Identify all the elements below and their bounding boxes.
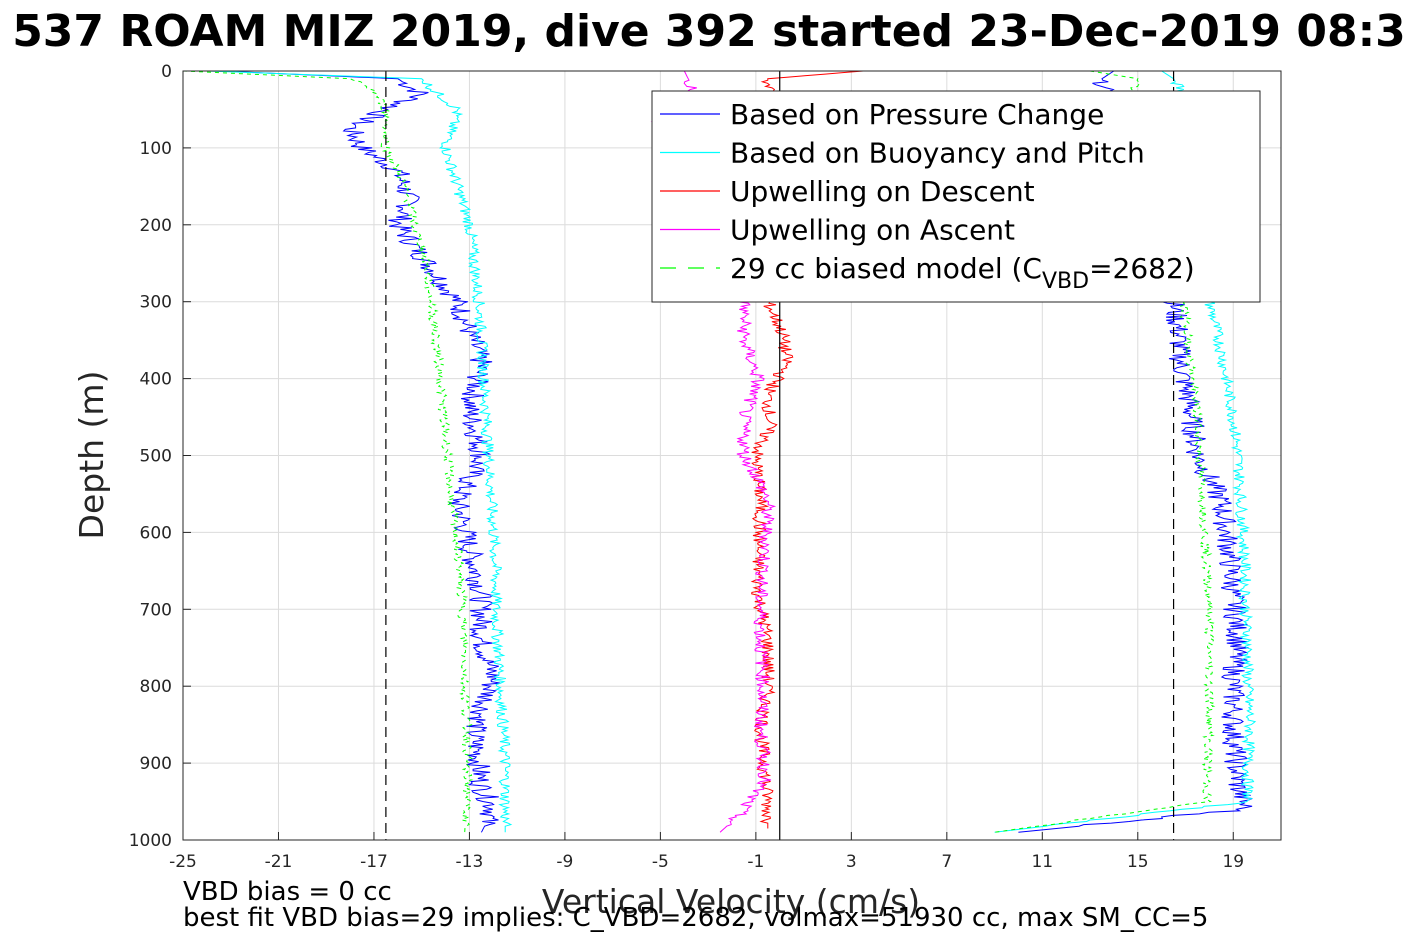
- legend-label-tail: =2682): [1089, 252, 1195, 285]
- x-tick-label: 19: [1222, 852, 1244, 872]
- x-tick-label: -21: [265, 852, 293, 872]
- legend-entry-label: 29 cc biased model (CVBD=2682): [730, 252, 1195, 294]
- legend-label-main: 29 cc biased model (C: [730, 252, 1042, 285]
- x-tick-label: 15: [1127, 852, 1149, 872]
- y-tick-label: 0: [161, 62, 172, 82]
- chart-title: 537 ROAM MIZ 2019, dive 392 started 23-D…: [12, 6, 1406, 57]
- y-tick-label: 500: [140, 447, 172, 467]
- series-line-0-descent: [218, 70, 501, 833]
- legend-label-subscript: VBD: [1042, 269, 1089, 294]
- x-tick-label: -5: [652, 852, 669, 872]
- x-tick-label: -17: [360, 852, 388, 872]
- series-line-1-descent: [206, 70, 513, 833]
- x-tick-label: -13: [456, 852, 484, 872]
- y-tick-label: 300: [140, 293, 172, 313]
- y-tick-label: 100: [140, 139, 172, 159]
- legend: Based on Pressure Change Based on Buoyanc…: [651, 90, 1261, 303]
- legend-entry-label: Upwelling on Ascent: [730, 214, 1015, 247]
- legend-box: [651, 90, 1261, 303]
- best-fit-note: best fit VBD bias=29 implies: C_VBD=2682…: [183, 903, 1209, 933]
- x-tick-label: -9: [556, 852, 573, 872]
- x-tick-label: 11: [1031, 852, 1053, 872]
- x-tick-label: 3: [846, 852, 857, 872]
- legend-entry-label: Based on Pressure Change: [730, 98, 1104, 131]
- series-line-4-descent: [182, 70, 474, 833]
- y-tick-label: 900: [140, 754, 172, 774]
- ticks: -25 -21 -17 -13 -9 -5 -1 3 7 11 15 1901002003004005…: [129, 62, 1244, 872]
- x-tick-label: -25: [169, 852, 197, 872]
- x-tick-label: -1: [747, 852, 764, 872]
- legend-entry-label: Upwelling on Descent: [730, 175, 1035, 208]
- y-axis-label: Depth (m): [72, 371, 111, 540]
- y-tick-label: 400: [140, 370, 172, 390]
- y-tick-label: 600: [140, 523, 172, 543]
- legend-entry-label: Based on Buoyancy and Pitch: [730, 137, 1145, 170]
- x-axis-label: Vertical Velocity (cm/s): [542, 882, 920, 921]
- y-tick-label: 700: [140, 600, 172, 620]
- y-tick-label: 800: [140, 677, 172, 697]
- x-tick-label: 7: [941, 852, 952, 872]
- vbd-bias-note: VBD bias = 0 cc: [183, 877, 392, 907]
- y-tick-label: 200: [140, 216, 172, 236]
- y-tick-label: 1000: [129, 831, 172, 851]
